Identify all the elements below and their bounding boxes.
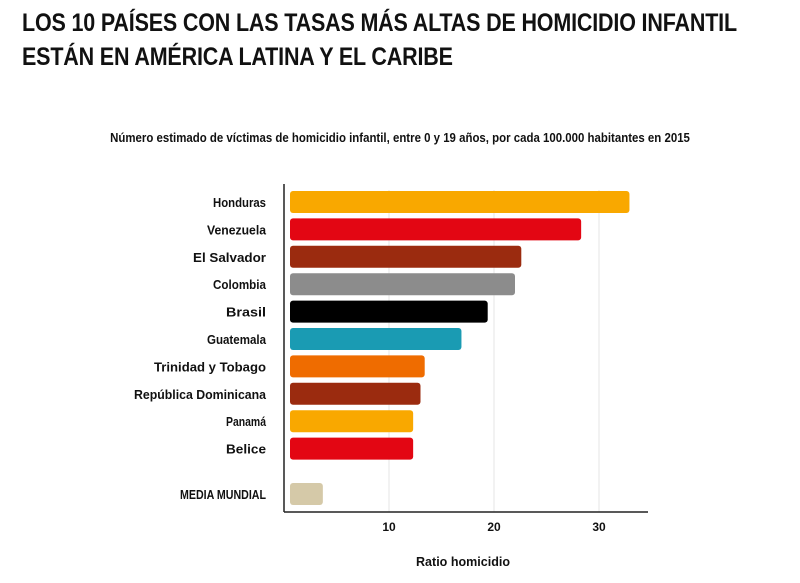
category-label: Panamá (226, 414, 267, 429)
bar-colombia (290, 273, 515, 296)
category-label: Trinidad y Tobago (154, 359, 266, 374)
bar-brasil (290, 300, 488, 323)
category-label: Venezuela (207, 222, 267, 237)
category-label: MEDIA MUNDIAL (180, 487, 266, 502)
bar-media-mundial (290, 483, 323, 505)
x-tick-label: 10 (382, 520, 396, 534)
page-title: LOS 10 PAÍSES CON LAS TASAS MÁS ALTAS DE… (22, 6, 737, 74)
chart-subtitle: Número estimado de víctimas de homicidio… (110, 130, 690, 145)
x-tick-label: 30 (592, 520, 606, 534)
bar-panamá (290, 410, 414, 433)
x-tick-label: 20 (487, 520, 501, 534)
bar-venezuela (290, 218, 582, 241)
bar-honduras (290, 191, 630, 213)
bar-el-salvador (290, 245, 522, 268)
bar-trinidad-y-tobago (290, 355, 425, 378)
category-label: Colombia (213, 277, 267, 292)
page-title-line-1: LOS 10 PAÍSES CON LAS TASAS MÁS ALTAS DE… (22, 9, 737, 37)
bar-belice (290, 437, 414, 460)
x-axis-title: Ratio homicidio (416, 554, 510, 569)
page-title-line-2: ESTÁN EN AMÉRICA LATINA Y EL CARIBE (22, 43, 453, 71)
category-label: Guatemala (207, 332, 267, 347)
bar-república-dominicana (290, 382, 421, 405)
category-label: Belice (226, 442, 266, 457)
category-label: Brasil (226, 305, 266, 320)
category-label: República Dominicana (134, 387, 267, 402)
bar-guatemala (290, 328, 462, 350)
category-label: El Salvador (193, 250, 266, 265)
category-label: Honduras (213, 195, 266, 210)
